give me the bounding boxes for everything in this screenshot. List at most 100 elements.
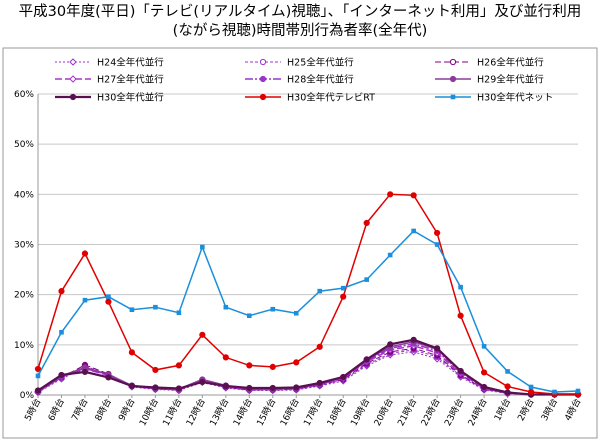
series-h30-tv-rt-point <box>527 388 535 396</box>
legend-point <box>259 75 267 83</box>
series-h30-parallel-point <box>410 336 417 343</box>
legend-point <box>259 93 267 101</box>
series-h30-parallel-point <box>387 341 394 348</box>
series-h30-tv-rt-point <box>128 349 136 356</box>
legend-label: H30全年代ネット <box>477 92 553 104</box>
series-h30-parallel-point <box>58 371 65 379</box>
legend-point <box>69 93 77 101</box>
series-h30-net-point <box>364 277 369 282</box>
series-h30-net-point <box>176 310 182 316</box>
series-h30-tv-rt-point <box>269 363 276 371</box>
legend-point <box>449 75 457 83</box>
legend-label: H30全年代並行 <box>97 92 164 104</box>
legend-swatch-marker <box>259 75 267 83</box>
legend-swatch-marker <box>259 58 267 66</box>
series-h30-net-point <box>340 285 346 291</box>
legend-item-7: H30全年代テレビRT <box>245 92 375 104</box>
series-h30-parallel-point <box>457 367 464 375</box>
series-h30-parallel-point <box>480 383 488 391</box>
series-h30-tv-rt-point <box>340 293 347 300</box>
series-h30-net-point <box>434 242 440 247</box>
series-h30-net-point <box>247 313 252 319</box>
series-h30-tv-rt-point <box>434 229 441 237</box>
series-h30-net-point <box>552 389 557 395</box>
legend-label: H28全年代並行 <box>287 74 354 86</box>
series-h30-net-point <box>82 297 88 303</box>
series-h30-tv-rt-point <box>105 298 112 305</box>
series-h30-net-point <box>317 288 323 294</box>
y-tick-label: 10% <box>14 341 34 351</box>
legend-swatch-marker <box>449 75 457 83</box>
series-h30-net-point <box>270 306 276 312</box>
y-tick-label: 40% <box>14 190 34 200</box>
series-h30-tv-rt-point <box>199 331 206 338</box>
legend-item-6: H30全年代並行 <box>55 92 164 104</box>
legend-item-8: H30全年代ネット <box>435 92 553 104</box>
series-h30-net-point <box>200 244 205 250</box>
series-h30-net <box>35 228 581 395</box>
series-h30-net-point <box>387 252 393 258</box>
series-h30-parallel <box>34 336 582 398</box>
legend-swatch-marker <box>259 93 267 101</box>
series-h30-net-point <box>59 329 64 335</box>
series-h30-parallel-point <box>269 384 276 392</box>
series-h30-parallel-point <box>128 382 136 390</box>
series-h24-parallel-line <box>37 351 578 395</box>
series-h30-net-line <box>37 230 579 393</box>
legend-point <box>450 94 456 100</box>
series-h30-parallel-point <box>293 384 300 391</box>
series-h30-parallel-point <box>504 389 511 396</box>
series-h30-net-point <box>575 388 581 394</box>
series-h30-parallel-point <box>222 382 229 390</box>
series-h30-tv-rt-point <box>504 383 511 390</box>
series-h30-net-point <box>458 284 463 290</box>
series-h30-tv-rt-point <box>222 354 229 361</box>
legend-point <box>69 75 77 83</box>
y-tick-label: 0% <box>20 391 35 401</box>
series-h30-net-point <box>153 304 158 310</box>
series-h30-tv-rt-line <box>37 193 578 395</box>
legend-swatch-marker <box>449 58 457 66</box>
legend-item-2: H26全年代並行 <box>435 57 544 69</box>
legend-item-4: H28全年代並行 <box>245 74 354 86</box>
legend-label: H29全年代並行 <box>477 74 544 86</box>
series-h30-net-point <box>411 228 416 234</box>
series-h30-net-point <box>35 373 41 379</box>
plot-area <box>34 191 582 399</box>
series-h30-tv-rt-point <box>58 288 65 295</box>
series-h30-tv-rt-point <box>363 219 370 227</box>
series-h30-tv-rt-point <box>34 365 42 373</box>
h25-point <box>259 58 267 66</box>
series-h30-parallel-point <box>316 379 323 387</box>
chart-title-line-2: (ながら視聴)時間帯別行為者率(全年代) <box>172 23 428 39</box>
series-h30-net-point <box>223 304 229 310</box>
series-h30-net-point <box>106 294 111 299</box>
legend-label: H30全年代テレビRT <box>287 92 375 104</box>
series-h30-tv-rt-point <box>457 312 464 319</box>
h24-point <box>69 58 77 66</box>
legend-label: H27全年代並行 <box>97 74 164 86</box>
chart-frame <box>2 47 598 439</box>
legend-swatch-marker <box>69 75 77 83</box>
series-h30-parallel-point <box>81 368 89 376</box>
legend-swatch-marker <box>69 58 77 66</box>
series-h30-tv-rt-point <box>175 362 182 369</box>
legend-swatch-marker <box>450 94 456 100</box>
series-h30-parallel-line <box>37 338 578 396</box>
series-h30-tv-rt-point <box>316 343 323 350</box>
series-h30-net-point <box>505 369 510 374</box>
series-h30-tv-rt-point <box>81 250 89 257</box>
series-h30-parallel-point <box>246 384 253 392</box>
legend-item-3: H27全年代並行 <box>55 74 164 86</box>
series-h30-tv-rt-point <box>246 362 253 369</box>
series-h30-tv-rt-point <box>152 366 159 374</box>
series-h30-tv-rt-point <box>293 359 300 366</box>
series-h30-parallel-point <box>175 385 182 392</box>
legend-item-1: H25全年代並行 <box>245 57 354 69</box>
series-h30-parallel-point <box>199 378 206 386</box>
chart-title-line-1: 平成30年度(平日)「テレビ(リアルタイム)視聴」、「インターネット利用」及び並… <box>18 4 582 20</box>
series-h30-net-point <box>481 344 487 349</box>
series-h30-net-point <box>528 384 534 390</box>
series-h30-net-point <box>293 310 299 316</box>
